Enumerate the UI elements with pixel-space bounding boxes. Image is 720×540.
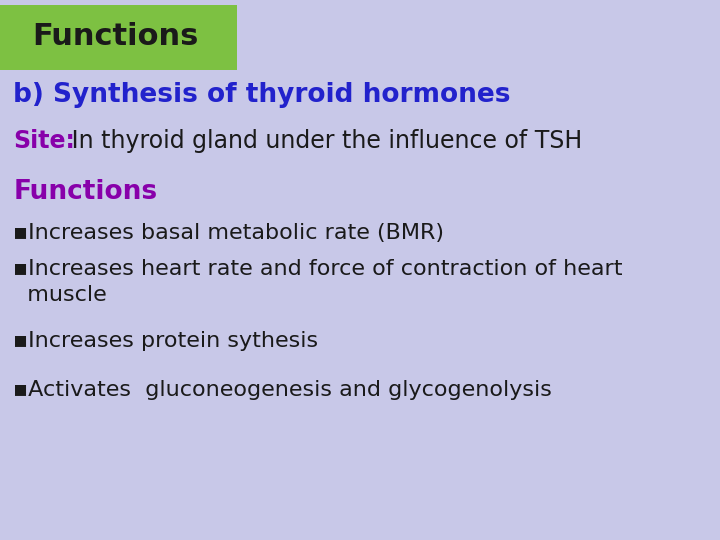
Text: ▪Increases heart rate and force of contraction of heart
  muscle: ▪Increases heart rate and force of contr…	[13, 259, 623, 305]
Text: ▪Activates  gluconeogenesis and glycogenolysis: ▪Activates gluconeogenesis and glycogeno…	[13, 380, 552, 400]
Text: b) Synthesis of thyroid hormones: b) Synthesis of thyroid hormones	[13, 82, 510, 107]
Text: In thyroid gland under the influence of TSH: In thyroid gland under the influence of …	[64, 130, 582, 153]
Text: ▪Increases protein sythesis: ▪Increases protein sythesis	[13, 331, 318, 352]
Text: ▪Increases basal metabolic rate (BMR): ▪Increases basal metabolic rate (BMR)	[13, 223, 444, 244]
Text: Site:: Site:	[13, 130, 75, 153]
Text: Functions: Functions	[13, 179, 157, 205]
FancyBboxPatch shape	[0, 5, 237, 70]
Text: Functions: Functions	[32, 22, 198, 51]
